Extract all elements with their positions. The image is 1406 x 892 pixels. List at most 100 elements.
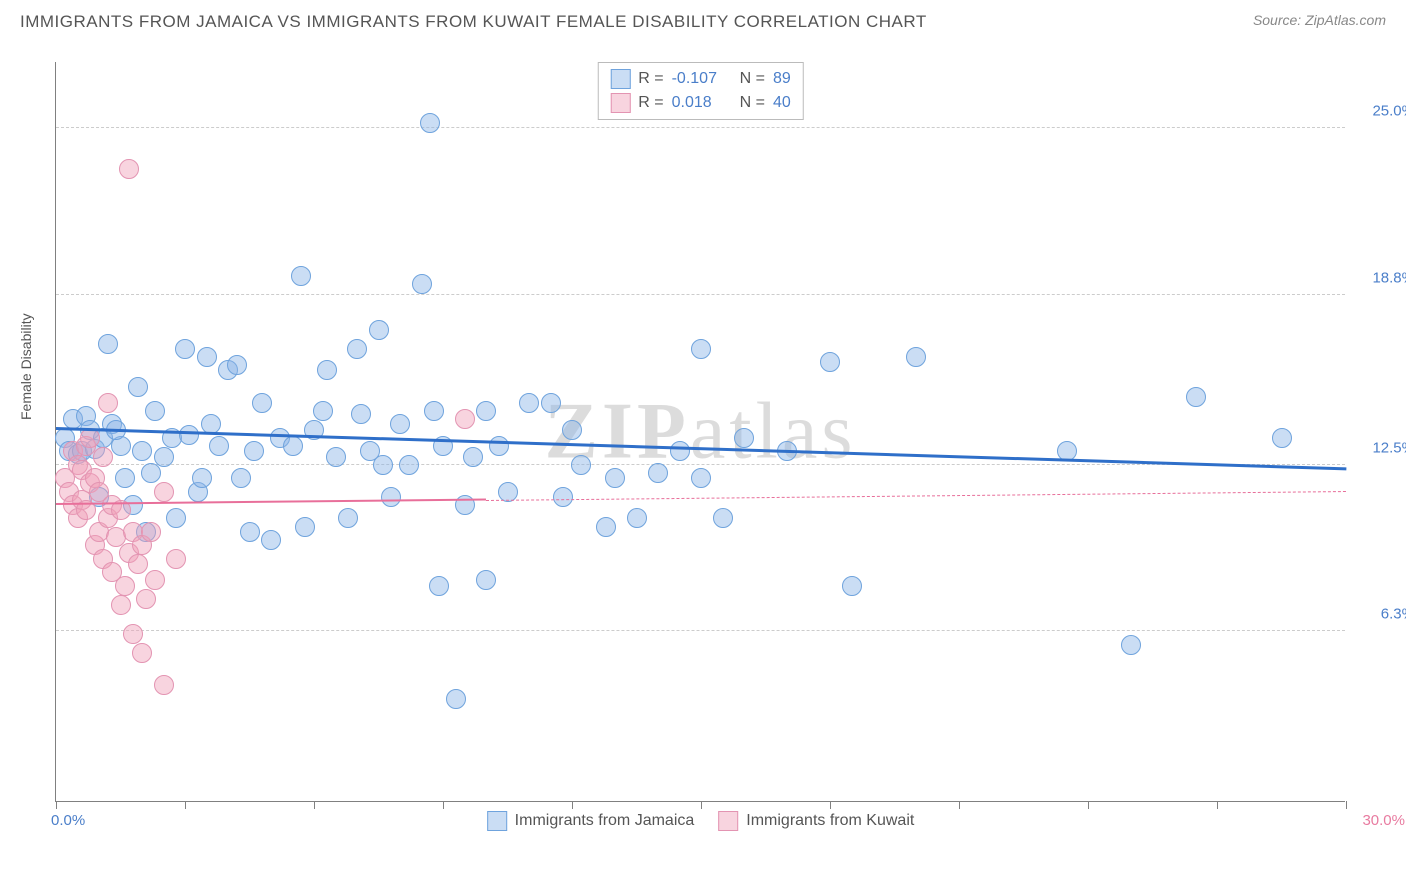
data-point xyxy=(240,522,260,542)
legend-series-label: Immigrants from Jamaica xyxy=(515,812,695,830)
legend-series-label: Immigrants from Kuwait xyxy=(746,812,914,830)
x-tick xyxy=(56,801,57,809)
data-point xyxy=(420,113,440,133)
data-point xyxy=(209,436,229,456)
r-label: R = xyxy=(638,94,663,112)
data-point xyxy=(489,436,509,456)
data-point xyxy=(154,482,174,502)
data-point xyxy=(412,274,432,294)
data-point xyxy=(111,595,131,615)
data-point xyxy=(244,441,264,461)
data-point xyxy=(154,447,174,467)
data-point xyxy=(906,347,926,367)
data-point xyxy=(98,393,118,413)
legend-series-item: Immigrants from Jamaica xyxy=(487,811,695,831)
data-point xyxy=(424,401,444,421)
data-point xyxy=(381,487,401,507)
data-point xyxy=(519,393,539,413)
data-point xyxy=(141,463,161,483)
y-tick-label: 18.8% xyxy=(1355,270,1406,287)
data-point xyxy=(369,320,389,340)
data-point xyxy=(283,436,303,456)
data-point xyxy=(132,441,152,461)
legend-stats: R =-0.107N =89R =0.018N =40 xyxy=(597,62,803,120)
data-point xyxy=(399,455,419,475)
data-point xyxy=(93,447,113,467)
x-tick xyxy=(701,801,702,809)
data-point xyxy=(571,455,591,475)
x-tick xyxy=(1217,801,1218,809)
data-point xyxy=(154,675,174,695)
data-point xyxy=(1272,428,1292,448)
gridline xyxy=(56,294,1345,295)
x-tick xyxy=(572,801,573,809)
x-tick xyxy=(1088,801,1089,809)
source-label: Source: ZipAtlas.com xyxy=(1253,12,1386,28)
y-tick-label: 6.3% xyxy=(1355,606,1406,623)
n-value: 40 xyxy=(773,94,791,112)
legend-stats-row: R =0.018N =40 xyxy=(610,91,790,115)
data-point xyxy=(455,409,475,429)
y-axis-label: Female Disability xyxy=(18,313,34,420)
data-point xyxy=(463,447,483,467)
data-point xyxy=(429,576,449,596)
x-tick xyxy=(959,801,960,809)
gridline xyxy=(56,127,1345,128)
data-point xyxy=(1121,635,1141,655)
data-point xyxy=(648,463,668,483)
data-point xyxy=(252,393,272,413)
y-tick-label: 25.0% xyxy=(1355,103,1406,120)
legend-series-item: Immigrants from Kuwait xyxy=(718,811,914,831)
data-point xyxy=(713,508,733,528)
data-point xyxy=(498,482,518,502)
n-label: N = xyxy=(740,94,765,112)
data-point xyxy=(115,468,135,488)
data-point xyxy=(295,517,315,537)
data-point xyxy=(820,352,840,372)
data-point xyxy=(476,570,496,590)
data-point xyxy=(227,355,247,375)
data-point xyxy=(317,360,337,380)
data-point xyxy=(132,643,152,663)
data-point xyxy=(98,334,118,354)
data-point xyxy=(175,339,195,359)
data-point xyxy=(390,414,410,434)
chart-plot-area: ZIPatlas 6.3%12.5%18.8%25.0%0.0%30.0%R =… xyxy=(55,62,1345,802)
legend-swatch xyxy=(487,811,507,831)
gridline xyxy=(56,630,1345,631)
n-value: 89 xyxy=(773,70,791,88)
x-tick xyxy=(443,801,444,809)
data-point xyxy=(734,428,754,448)
data-point xyxy=(446,689,466,709)
data-point xyxy=(166,508,186,528)
legend-swatch xyxy=(610,93,630,113)
data-point xyxy=(476,401,496,421)
data-point xyxy=(596,517,616,537)
data-point xyxy=(128,554,148,574)
n-label: N = xyxy=(740,70,765,88)
trend-line xyxy=(486,491,1346,501)
data-point xyxy=(128,377,148,397)
data-point xyxy=(326,447,346,467)
x-tick xyxy=(1346,801,1347,809)
legend-swatch xyxy=(610,69,630,89)
data-point xyxy=(136,589,156,609)
data-point xyxy=(145,570,165,590)
data-point xyxy=(691,339,711,359)
data-point xyxy=(338,508,358,528)
x-max-label: 30.0% xyxy=(1362,812,1405,829)
data-point xyxy=(553,487,573,507)
data-point xyxy=(261,530,281,550)
data-point xyxy=(123,624,143,644)
data-point xyxy=(179,425,199,445)
data-point xyxy=(351,404,371,424)
data-point xyxy=(562,420,582,440)
data-point xyxy=(605,468,625,488)
chart-title: IMMIGRANTS FROM JAMAICA VS IMMIGRANTS FR… xyxy=(20,12,927,32)
legend-swatch xyxy=(718,811,738,831)
data-point xyxy=(313,401,333,421)
x-tick xyxy=(314,801,315,809)
data-point xyxy=(166,549,186,569)
data-point xyxy=(197,347,217,367)
x-tick xyxy=(830,801,831,809)
